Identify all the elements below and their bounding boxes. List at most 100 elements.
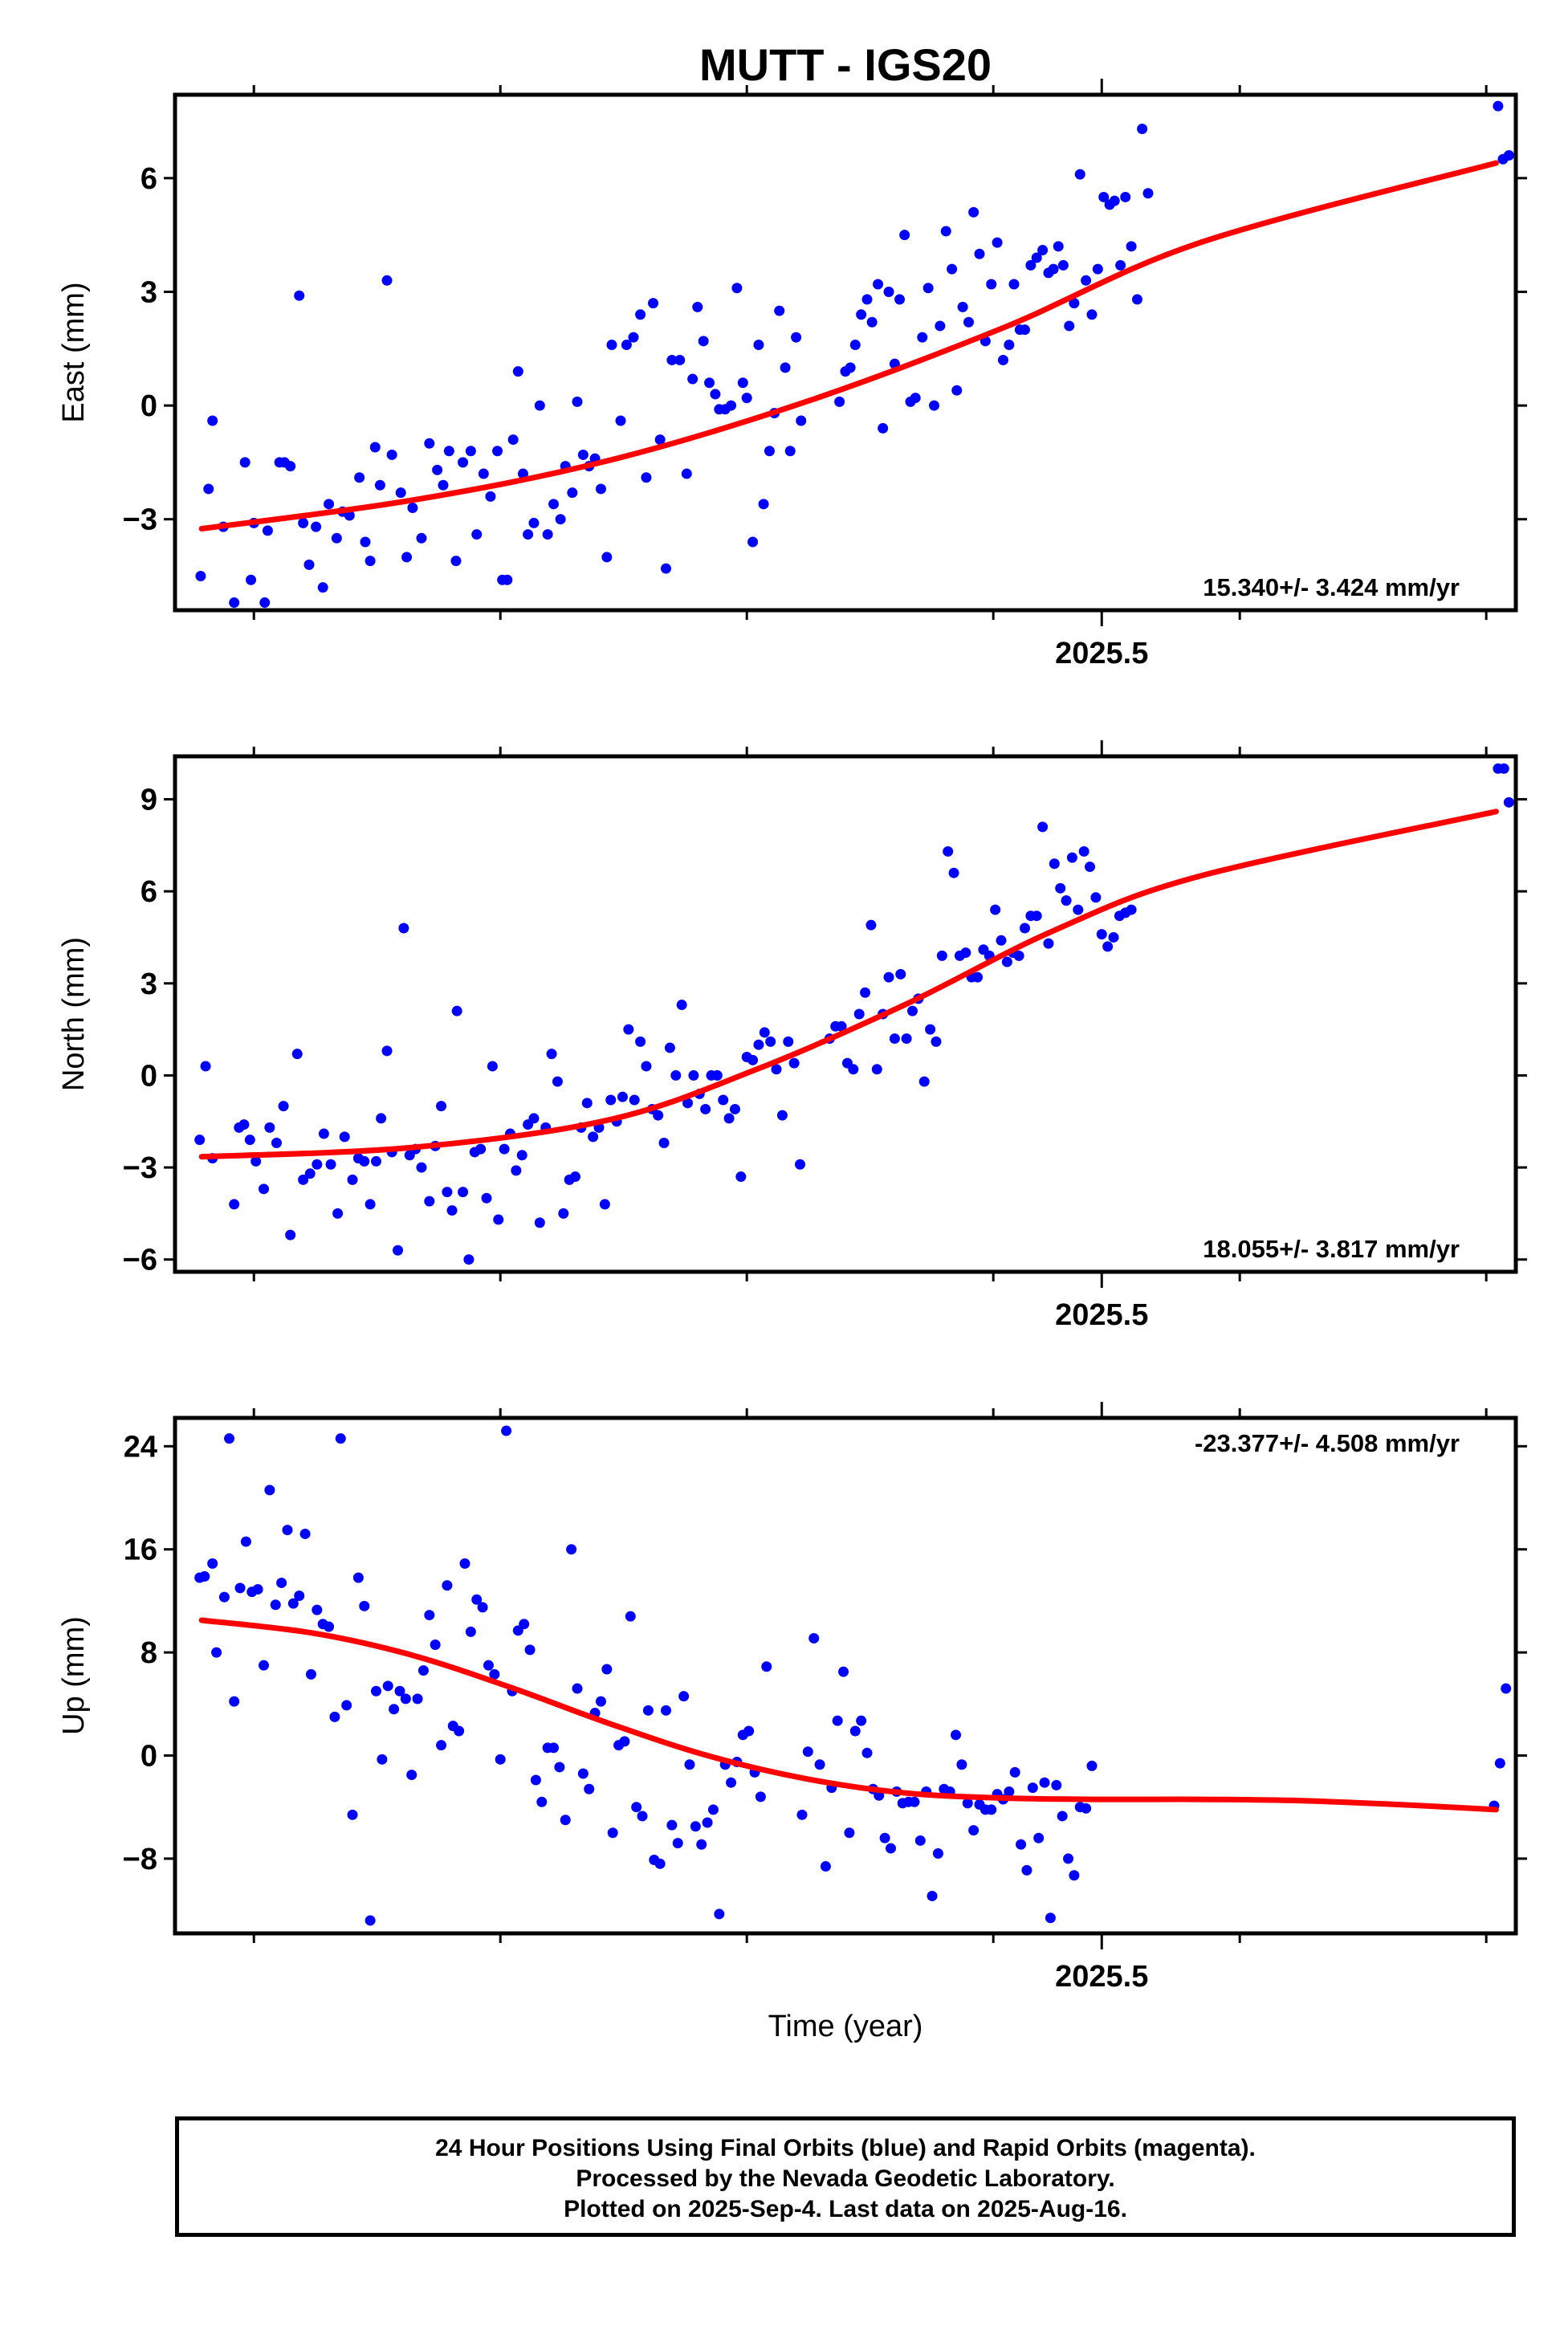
north-data-point	[735, 1171, 747, 1183]
east-data-point	[866, 316, 878, 328]
north-data-point	[889, 1033, 900, 1045]
east-data-point	[899, 230, 910, 241]
north-data-point	[836, 1020, 847, 1032]
up-data-point	[252, 1583, 263, 1595]
north-data-point	[229, 1199, 240, 1210]
east-data-point	[1074, 169, 1085, 180]
north-data-point	[244, 1134, 255, 1146]
up-data-point	[726, 1777, 737, 1788]
north-data-point	[759, 1027, 770, 1038]
east-data-point	[331, 532, 342, 544]
east-data-point	[774, 305, 785, 316]
up-data-point	[1086, 1760, 1098, 1771]
up-data-point	[601, 1664, 613, 1675]
east-data-point	[239, 457, 250, 468]
east-data-point	[324, 499, 335, 510]
north-ytick-label: −3	[123, 1151, 157, 1185]
up-data-point	[1501, 1683, 1512, 1694]
up-ytick-label: 0	[141, 1740, 157, 1774]
up-data-point	[861, 1747, 873, 1758]
north-data-point	[718, 1094, 729, 1106]
east-data-point	[438, 479, 449, 491]
north-data-point	[271, 1138, 282, 1148]
up-data-point	[761, 1661, 772, 1672]
up-fit-curve	[198, 1617, 1499, 1813]
up-data-point	[844, 1827, 855, 1839]
up-data-point	[1063, 1853, 1074, 1864]
east-ylabel: East (mm)	[57, 282, 91, 422]
east-data-point	[246, 574, 257, 585]
up-data-point	[240, 1536, 251, 1547]
east-ytick-label: −3	[123, 503, 157, 537]
north-data-point	[285, 1229, 296, 1240]
north-data-point	[682, 1098, 694, 1109]
east-ytick-label: 3	[141, 275, 157, 309]
east-data-point	[1019, 324, 1030, 336]
north-panel: −6 −3 0 3 6 9 2025.5 North (mm) 18.055+/- 3.817 …	[57, 740, 1527, 1332]
east-data-point	[298, 517, 309, 528]
east-data-point	[1092, 263, 1103, 275]
plot-title: MUTT - IGS20	[699, 39, 992, 90]
up-data-point	[654, 1858, 666, 1869]
up-data-point	[347, 1809, 358, 1820]
north-ytick-label: 6	[141, 875, 157, 909]
up-data-point	[377, 1754, 388, 1765]
north-data-point	[1090, 892, 1102, 903]
up-data-point	[879, 1832, 890, 1843]
east-data-point	[195, 571, 206, 582]
footer-line-plotted: Plotted on 2025-Sep-4. Last data on 2025…	[564, 2196, 1127, 2222]
east-data-point	[369, 442, 381, 453]
north-data-point	[972, 972, 984, 983]
up-data-point	[264, 1485, 275, 1496]
up-data-point	[755, 1791, 766, 1802]
north-data-point	[853, 1008, 865, 1020]
up-data-point	[282, 1525, 293, 1536]
east-data-point	[262, 525, 273, 536]
east-data-point	[621, 340, 632, 351]
north-data-point	[729, 1103, 740, 1114]
north-data-point	[259, 1183, 270, 1195]
north-data-point	[1126, 904, 1137, 915]
up-data-point	[501, 1425, 512, 1436]
east-data-point	[1048, 263, 1059, 275]
north-data-point	[623, 1024, 634, 1035]
east-fit-curve	[198, 160, 1499, 532]
up-data-point	[371, 1685, 381, 1697]
east-data-point	[698, 336, 709, 347]
up-data-point	[459, 1558, 470, 1569]
east-data-point	[450, 556, 462, 567]
east-data-point	[922, 283, 934, 294]
up-data-point	[430, 1639, 441, 1650]
east-data-point	[478, 468, 489, 479]
north-data-point	[635, 1036, 646, 1047]
north-data-point	[1049, 858, 1060, 870]
east-data-point	[601, 552, 613, 563]
up-data-point	[832, 1715, 843, 1726]
up-panel: −8 0 8 16 24 2025.5 Up (mm) Time (year) -23.377+…	[57, 1402, 1527, 2043]
up-data-point	[909, 1796, 920, 1807]
up-data-point	[417, 1665, 429, 1676]
east-data-point	[635, 309, 646, 320]
north-points	[194, 763, 1514, 1265]
up-points	[194, 1425, 1512, 1926]
up-data-point	[218, 1591, 230, 1603]
north-data-point	[499, 1143, 510, 1155]
east-data-point	[207, 415, 218, 426]
east-points	[195, 100, 1514, 609]
east-data-point	[661, 563, 672, 574]
east-data-point	[1493, 100, 1504, 112]
north-data-point	[588, 1131, 599, 1143]
east-data-point	[1008, 279, 1020, 290]
east-data-point	[471, 529, 483, 540]
north-data-point	[546, 1049, 557, 1060]
up-data-point	[932, 1847, 943, 1859]
north-data-point	[907, 1005, 918, 1016]
north-data-point	[291, 1049, 303, 1060]
north-data-point	[688, 1069, 699, 1081]
east-data-point	[311, 521, 322, 532]
east-data-point	[395, 487, 406, 499]
up-data-point	[1081, 1802, 1092, 1814]
north-data-point	[936, 950, 947, 961]
up-data-point	[808, 1632, 820, 1644]
north-data-point	[700, 1103, 711, 1114]
